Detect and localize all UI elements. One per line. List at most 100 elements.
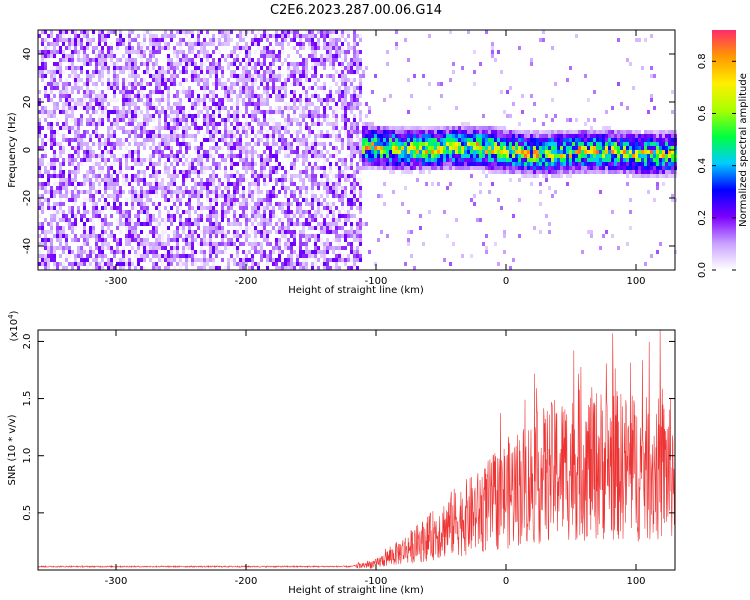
spectrogram-cell [380, 158, 383, 162]
spectrogram-cell [143, 250, 146, 254]
spectrogram-cell [350, 250, 353, 254]
spectrogram-cell [143, 142, 146, 146]
spectrogram-cell [314, 70, 317, 74]
spectrogram-cell [464, 162, 467, 166]
spectrogram-cell [476, 138, 479, 142]
spectrogram-cell [215, 230, 218, 234]
spectrogram-cell [311, 78, 314, 82]
spectrogram-cell [107, 126, 110, 130]
spectrogram-cell [170, 74, 173, 78]
spectrogram-cell [71, 38, 74, 42]
spectrogram-cell [203, 222, 206, 226]
spectrogram-cell [212, 154, 215, 158]
spectrogram-cell [38, 118, 41, 122]
spectrogram-cell [200, 58, 203, 62]
spectrogram-cell [68, 46, 71, 50]
spectrogram-cell [413, 266, 416, 270]
spectrogram-cell [140, 110, 143, 114]
spectrogram-cell [305, 194, 308, 198]
spectrogram-cell [71, 198, 74, 202]
spectrogram-cell [335, 46, 338, 50]
spectrogram-cell [173, 78, 176, 82]
spectrogram-cell [497, 142, 500, 146]
spectrogram-cell [89, 246, 92, 250]
spectrogram-cell [311, 142, 314, 146]
spectrogram-cell [269, 94, 272, 98]
spectrogram-cell [200, 126, 203, 130]
spectrogram-cell [473, 154, 476, 158]
spectrogram-cell [230, 254, 233, 258]
spectrogram-cell [308, 102, 311, 106]
spectrogram-cell [278, 106, 281, 110]
spectrogram-cell [320, 102, 323, 106]
spectrogram-cell [329, 186, 332, 190]
spectrogram-cell [206, 106, 209, 110]
spectrogram-cell [218, 186, 221, 190]
spectrogram-cell [155, 38, 158, 42]
spectrogram-cell [74, 234, 77, 238]
spectrogram-cell [89, 178, 92, 182]
spectrogram-cell [113, 78, 116, 82]
spectrogram-cell [296, 202, 299, 206]
spectrogram-cell [218, 154, 221, 158]
spectrogram-cell [155, 162, 158, 166]
spectrogram-cell [251, 86, 254, 90]
spectrogram-cell [404, 134, 407, 138]
spectrogram-cell [377, 138, 380, 142]
spectrogram-cell [200, 210, 203, 214]
spectrogram-cell [47, 222, 50, 226]
spectrogram-cell [305, 234, 308, 238]
spectrogram-cell [353, 122, 356, 126]
spectrogram-cell [275, 74, 278, 78]
spectrogram-cell [176, 230, 179, 234]
spectrogram-cell [44, 234, 47, 238]
spectrogram-cell [197, 74, 200, 78]
spectrogram-cell [170, 62, 173, 66]
spectrogram-cell [278, 242, 281, 246]
spectrogram-cell [128, 58, 131, 62]
spectrogram-cell [497, 166, 500, 170]
spectrogram-cell [332, 126, 335, 130]
spectrogram-cell [323, 222, 326, 226]
spectrogram-cell [128, 166, 131, 170]
spectrogram-cell [428, 170, 431, 174]
spectrogram-cell [350, 182, 353, 186]
spectrogram-cell [44, 182, 47, 186]
spectrogram-cell [299, 234, 302, 238]
spectrogram-cell [146, 210, 149, 214]
spectrogram-cell [122, 250, 125, 254]
spectrogram-cell [287, 138, 290, 142]
spectrogram-cell [227, 182, 230, 186]
spectrogram-cell [371, 146, 374, 150]
spectrogram-cell [104, 222, 107, 226]
spectrogram-cell [53, 218, 56, 222]
spectrogram-cell [485, 134, 488, 138]
spectrogram-cell [44, 246, 47, 250]
spectrogram-cell [332, 130, 335, 134]
spectrogram-cell [101, 70, 104, 74]
spectrogram-cell [176, 122, 179, 126]
spectrogram-cell [77, 98, 80, 102]
spectrogram-cell [122, 38, 125, 42]
spectrogram-cell [92, 210, 95, 214]
spectrogram-cell [200, 30, 203, 34]
spectrogram-cell [350, 194, 353, 198]
spectrogram-cell [179, 126, 182, 130]
spectrogram-cell [140, 46, 143, 50]
spectrogram-cell [224, 86, 227, 90]
spectrogram-cell [437, 154, 440, 158]
spectrogram-cell [77, 54, 80, 58]
spectrogram-cell [101, 250, 104, 254]
spectrogram-cell [107, 174, 110, 178]
spectrogram-cell [341, 78, 344, 82]
spectrogram-cell [158, 206, 161, 210]
spectrogram-cell [131, 130, 134, 134]
spectrogram-cell [182, 38, 185, 42]
spectrogram-cell [455, 134, 458, 138]
spectrogram-cell [296, 262, 299, 266]
spectrogram-cell [104, 202, 107, 206]
spectrogram-cell [488, 166, 491, 170]
spectrogram-cell [338, 210, 341, 214]
spectrogram-cell [74, 258, 77, 262]
